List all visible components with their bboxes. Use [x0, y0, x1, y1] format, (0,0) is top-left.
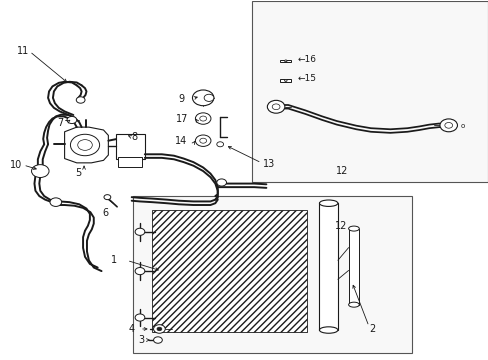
Text: 17: 17 [176, 114, 188, 124]
Bar [116, 134, 144, 158]
Circle shape [216, 179, 226, 186]
Circle shape [439, 119, 457, 132]
Circle shape [284, 60, 286, 62]
Circle shape [272, 104, 280, 110]
Bar [280, 60, 290, 62]
Circle shape [200, 116, 206, 121]
Text: 14: 14 [175, 136, 187, 147]
Circle shape [104, 195, 111, 200]
Text: 6: 6 [102, 208, 109, 218]
Text: 9: 9 [178, 94, 184, 104]
Circle shape [50, 198, 61, 206]
Circle shape [284, 80, 286, 81]
Ellipse shape [319, 200, 337, 206]
Circle shape [153, 337, 162, 343]
Circle shape [78, 140, 92, 150]
Ellipse shape [348, 302, 359, 307]
Circle shape [203, 94, 213, 102]
Text: 12: 12 [335, 166, 347, 176]
Circle shape [153, 325, 165, 333]
Text: 3: 3 [138, 335, 144, 345]
Text: o: o [460, 123, 464, 129]
Circle shape [135, 314, 144, 321]
Text: 13: 13 [263, 159, 275, 169]
Polygon shape [64, 127, 108, 163]
Bar [280, 79, 290, 82]
Circle shape [216, 142, 223, 147]
Text: 7: 7 [57, 118, 63, 128]
Circle shape [267, 100, 285, 113]
Text: 1: 1 [111, 255, 117, 265]
Bar [118, 157, 142, 167]
Circle shape [157, 327, 162, 331]
Bar [251, 1, 487, 182]
Circle shape [192, 90, 213, 106]
Circle shape [76, 97, 85, 103]
Text: 10: 10 [10, 160, 22, 170]
Circle shape [70, 134, 100, 156]
Text: 4: 4 [128, 324, 135, 334]
Ellipse shape [319, 327, 337, 333]
Circle shape [444, 122, 452, 128]
Bar [348, 229, 359, 305]
Bar [152, 210, 306, 332]
Text: 12: 12 [334, 221, 346, 231]
Circle shape [135, 228, 144, 235]
Text: 5: 5 [75, 168, 81, 178]
Text: ←15: ←15 [297, 75, 316, 84]
Text: ←16: ←16 [297, 55, 316, 64]
Circle shape [31, 165, 49, 177]
Ellipse shape [348, 226, 359, 231]
Circle shape [135, 267, 144, 275]
Bar [132, 196, 411, 353]
Text: 8: 8 [131, 132, 138, 142]
Circle shape [67, 116, 77, 123]
Circle shape [200, 138, 206, 143]
Bar [319, 203, 337, 330]
Text: 11: 11 [17, 46, 29, 56]
Circle shape [195, 113, 210, 124]
Text: 2: 2 [369, 324, 375, 334]
Circle shape [195, 135, 210, 147]
